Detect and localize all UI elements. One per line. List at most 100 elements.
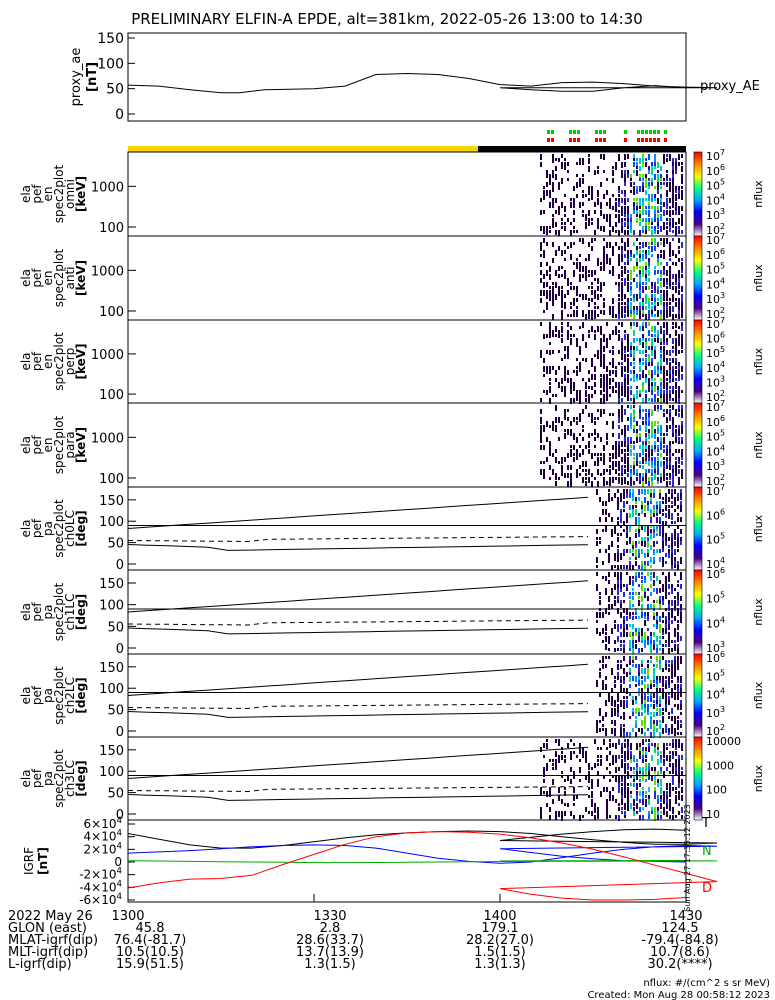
spec-cell — [579, 350, 581, 355]
flag-red — [624, 138, 627, 142]
spec-cell — [663, 755, 665, 758]
spec-cell — [672, 453, 674, 456]
spec-cell — [615, 441, 617, 447]
spec-cell — [633, 186, 635, 190]
spec-cell — [662, 644, 664, 647]
spec-cell — [680, 529, 682, 534]
spec-cell — [660, 787, 662, 793]
spec-cell — [666, 298, 668, 301]
spec-cell — [647, 616, 649, 621]
spec-cell — [617, 608, 619, 614]
spec-cell — [662, 557, 664, 563]
spec-cell — [609, 378, 611, 382]
spec-cell — [648, 481, 650, 486]
spec-cell — [633, 469, 635, 475]
spec-cell — [630, 270, 632, 274]
spec-cell — [633, 354, 635, 359]
spec-cell — [609, 453, 611, 456]
spec-cell — [638, 712, 640, 716]
spec-cell — [669, 334, 671, 338]
spec-cell — [614, 557, 616, 561]
spec-cell — [624, 230, 626, 235]
spec-cell — [617, 696, 619, 702]
spec-cell — [663, 775, 665, 778]
spec-cell — [657, 449, 659, 452]
spec-cell — [666, 409, 668, 414]
spec-cell — [645, 174, 647, 178]
spec-cell — [558, 739, 560, 743]
ylabel-anti-2: en — [41, 271, 55, 286]
spec-cell — [627, 767, 629, 770]
spec-cell — [627, 354, 629, 357]
spec-cell — [678, 298, 680, 303]
spec-cell — [651, 767, 653, 771]
spec-cell — [605, 636, 607, 642]
panel-frame-perp — [127, 319, 687, 404]
x-time-label: 1300 — [111, 909, 144, 924]
spec-cell — [585, 382, 587, 386]
spec-cell — [570, 465, 572, 470]
spec-cell — [645, 477, 647, 482]
spec-cell — [660, 429, 662, 434]
spec-cell — [659, 696, 661, 700]
spec-cell — [612, 386, 614, 390]
proxy-ae-ylabel-unit: [nT] — [85, 62, 100, 92]
spec-cell — [660, 282, 662, 288]
spec-cell — [606, 242, 608, 248]
spec-cell — [651, 362, 653, 366]
spec-cell — [663, 763, 665, 766]
spec-cell — [677, 565, 679, 570]
spec-cell — [668, 648, 670, 654]
spec-cell — [623, 549, 625, 554]
table-value: 2.8 — [320, 921, 341, 936]
spec-cell — [635, 724, 637, 728]
spec-cell — [639, 366, 641, 372]
spec-cell — [678, 791, 680, 796]
spec-cell — [674, 549, 676, 555]
spec-cell — [639, 218, 641, 221]
spec-cell — [680, 636, 682, 641]
spec-cell — [629, 505, 631, 510]
spec-cell — [666, 747, 668, 750]
spec-cell — [648, 747, 650, 752]
spec-cell — [657, 370, 659, 374]
spec-cell — [606, 374, 608, 379]
spec-cell — [672, 477, 674, 482]
spec-cell — [540, 791, 542, 795]
spec-cell — [651, 342, 653, 347]
spec-cell — [573, 803, 575, 806]
spec-cell — [627, 358, 629, 363]
spec-cell — [603, 477, 605, 483]
spec-cell — [654, 811, 656, 817]
spec-cell — [630, 298, 632, 301]
spec-cell — [632, 588, 634, 591]
spec-cell — [624, 378, 626, 383]
loss-cone-lower — [127, 711, 589, 718]
spec-cell — [594, 374, 596, 380]
spec-cell — [621, 759, 623, 765]
flag-red — [637, 138, 640, 142]
spec-cell — [669, 282, 671, 286]
ylabel-omni-3: spec2plot — [52, 164, 66, 223]
spec-cell — [674, 660, 676, 665]
spec-cell — [608, 545, 610, 550]
spec-cell — [650, 644, 652, 649]
spec-cell — [674, 596, 676, 599]
spec-cell — [680, 604, 682, 609]
spec-cell — [567, 378, 569, 383]
spec-cell — [668, 497, 670, 502]
spec-cell — [630, 465, 632, 468]
spec-cell — [618, 425, 620, 429]
spec-cell — [662, 509, 664, 512]
spec-cell — [608, 656, 610, 659]
spec-cell — [678, 274, 680, 280]
spec-cell — [630, 230, 632, 233]
spec-cell — [576, 286, 578, 292]
spec-cell — [680, 584, 682, 589]
spec-cell — [678, 186, 680, 191]
spec-cell — [624, 429, 626, 433]
spec-cell — [582, 437, 584, 441]
spec-cell — [636, 190, 638, 194]
spec-cell — [681, 166, 683, 172]
spec-cell — [546, 170, 548, 174]
